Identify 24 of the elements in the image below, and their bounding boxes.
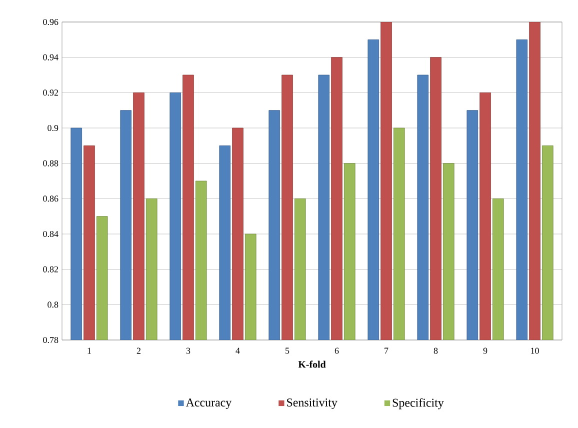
x-tick-label: 5: [286, 348, 290, 354]
x-tick-label: 6: [334, 348, 339, 354]
legend-label: Specificity: [392, 398, 444, 410]
x-tick-label: 8: [434, 348, 438, 354]
x-tick-label: 9: [483, 348, 488, 354]
y-tick-label: 0.88: [43, 160, 58, 166]
x-tick-label: 1: [88, 348, 91, 354]
legend-label: Sensitivity: [287, 398, 338, 409]
y-tick-label: 0.8: [48, 302, 58, 308]
y-tick-label: 0.92: [43, 90, 58, 96]
legend-label: Accuracy: [186, 398, 232, 409]
x-tick-label: 4: [236, 348, 240, 354]
y-tick-label: 0.9: [48, 124, 58, 132]
x-tick-label: 10: [531, 348, 539, 354]
y-tick-label: 0.82: [43, 266, 58, 272]
y-tick-label: 0.86: [43, 196, 58, 202]
y-tick-label: 0.84: [43, 230, 58, 238]
x-tick-label: 7: [384, 348, 388, 354]
x-tick-label: 2: [136, 348, 140, 354]
y-tick-label: 0.96: [43, 18, 58, 26]
x-axis-title: K-fold: [298, 360, 326, 368]
y-tick-label: 0.94: [43, 54, 58, 60]
x-tick-label: 3: [186, 348, 190, 354]
y-tick-label: 0.78: [43, 336, 58, 344]
